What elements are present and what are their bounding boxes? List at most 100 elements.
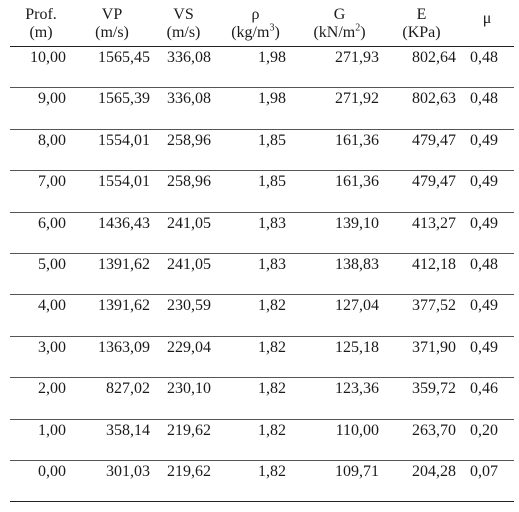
header-young-modulus-label: E (416, 6, 427, 23)
cell-g: 271,93 (296, 46, 383, 89)
table-row: 1,00 358,14 219,62 1,82 110,00 263,70 0,20 (10, 419, 514, 461)
header-density: ρ (kg/m3) (215, 0, 296, 47)
cell-prof: 9,00 (10, 87, 72, 130)
table-row: 0,00 301,03 219,62 1,82 109,71 204,28 0,07 (10, 460, 514, 503)
cell-vs: 229,04 (152, 336, 215, 379)
cell-mu: 0,49 (460, 294, 514, 337)
header-density-label: ρ (251, 6, 260, 23)
cell-e: 377,52 (383, 294, 460, 337)
cell-vp: 1363,09 (72, 336, 152, 379)
cell-rho: 1,83 (215, 253, 296, 296)
cell-vp: 1391,62 (72, 253, 152, 296)
cell-vs: 258,96 (152, 170, 215, 213)
cell-vs: 336,08 (152, 46, 215, 89)
cell-vs: 241,05 (152, 253, 215, 296)
cell-g: 125,18 (296, 336, 383, 379)
cell-g: 139,10 (296, 212, 383, 254)
cell-mu: 0,48 (460, 46, 514, 89)
table-row: 10,00 1565,45 336,08 1,98 271,93 802,64 0,48 (10, 46, 514, 89)
table-row: 6,00 1436,43 241,05 1,83 139,10 413,27 0,49 (10, 212, 514, 254)
header-vs-label: VS (173, 6, 194, 23)
header-depth-label: Prof. (25, 6, 57, 23)
table-body: 10,00 1565,45 336,08 1,98 271,93 802,64 0,48 9,… (10, 46, 514, 503)
cell-rho: 1,98 (215, 87, 296, 130)
table-row: 9,00 1565,39 336,08 1,98 271,92 802,63 0,48 (10, 87, 514, 130)
header-vp-unit: (m/s) (95, 24, 129, 41)
cell-e: 204,28 (383, 460, 460, 503)
cell-g: 110,00 (296, 419, 383, 461)
cell-vs: 258,96 (152, 129, 215, 172)
cell-prof: 2,00 (10, 377, 72, 420)
table-header: Prof. (m) VP (m/s) VS (m/s) ρ (kg/m3) G (10, 0, 514, 47)
table-row: 8,00 1554,01 258,96 1,85 161,36 479,47 0,49 (10, 129, 514, 172)
cell-rho: 1,98 (215, 46, 296, 89)
soil-properties-table: Prof. (m) VP (m/s) VS (m/s) ρ (kg/m3) G (10, 0, 514, 503)
cell-rho: 1,85 (215, 170, 296, 213)
cell-prof: 1,00 (10, 419, 72, 461)
header-shear-modulus: G (kN/m2) (296, 0, 383, 47)
cell-vp: 1554,01 (72, 129, 152, 172)
cell-mu: 0,49 (460, 170, 514, 213)
cell-vs: 230,59 (152, 294, 215, 337)
cell-mu: 0,20 (460, 419, 514, 461)
cell-vp: 1391,62 (72, 294, 152, 337)
table-row: 7,00 1554,01 258,96 1,85 161,36 479,47 0,49 (10, 170, 514, 213)
cell-mu: 0,48 (460, 87, 514, 130)
cell-rho: 1,82 (215, 419, 296, 461)
cell-prof: 6,00 (10, 212, 72, 254)
cell-vp: 1565,45 (72, 46, 152, 89)
cell-rho: 1,82 (215, 377, 296, 420)
cell-vs: 219,62 (152, 460, 215, 503)
header-young-modulus: E (KPa) (383, 0, 460, 47)
header-poisson-label: μ (482, 10, 492, 27)
cell-rho: 1,85 (215, 129, 296, 172)
cell-prof: 5,00 (10, 253, 72, 296)
cell-rho: 1,82 (215, 460, 296, 503)
cell-prof: 10,00 (10, 46, 72, 89)
cell-prof: 3,00 (10, 336, 72, 379)
cell-vs: 241,05 (152, 212, 215, 254)
cell-e: 263,70 (383, 419, 460, 461)
header-poisson: μ (460, 0, 514, 47)
header-shear-modulus-label: G (333, 6, 346, 23)
cell-mu: 0,07 (460, 460, 514, 503)
header-density-unit: (kg/m3) (231, 22, 280, 41)
cell-g: 161,36 (296, 170, 383, 213)
cell-e: 802,63 (383, 87, 460, 130)
header-young-modulus-unit: (KPa) (402, 24, 441, 41)
cell-mu: 0,48 (460, 253, 514, 296)
cell-vp: 827,02 (72, 377, 152, 420)
cell-e: 413,27 (383, 212, 460, 254)
cell-vp: 358,14 (72, 419, 152, 461)
header-depth-unit: (m) (29, 24, 53, 41)
cell-g: 271,92 (296, 87, 383, 130)
cell-vp: 1565,39 (72, 87, 152, 130)
table-row: 3,00 1363,09 229,04 1,82 125,18 371,90 0,49 (10, 336, 514, 379)
table-row: 5,00 1391,62 241,05 1,83 138,83 412,18 0,48 (10, 253, 514, 296)
cell-vs: 336,08 (152, 87, 215, 130)
cell-prof: 7,00 (10, 170, 72, 213)
cell-e: 479,47 (383, 129, 460, 172)
table-row: 2,00 827,02 230,10 1,82 123,36 359,72 0,46 (10, 377, 514, 420)
cell-prof: 4,00 (10, 294, 72, 337)
cell-e: 371,90 (383, 336, 460, 379)
cell-rho: 1,82 (215, 336, 296, 379)
cell-e: 802,64 (383, 46, 460, 89)
header-depth: Prof. (m) (10, 0, 72, 47)
cell-g: 127,04 (296, 294, 383, 337)
cell-g: 123,36 (296, 377, 383, 420)
cell-vp: 1554,01 (72, 170, 152, 213)
cell-mu: 0,49 (460, 212, 514, 254)
cell-mu: 0,49 (460, 129, 514, 172)
cell-prof: 8,00 (10, 129, 72, 172)
header-vp-label: VP (101, 6, 123, 23)
cell-vs: 230,10 (152, 377, 215, 420)
cell-mu: 0,46 (460, 377, 514, 420)
cell-g: 109,71 (296, 460, 383, 503)
soil-properties-table-container: Prof. (m) VP (m/s) VS (m/s) ρ (kg/m3) G (10, 0, 514, 503)
cell-rho: 1,82 (215, 294, 296, 337)
cell-g: 138,83 (296, 253, 383, 296)
cell-e: 479,47 (383, 170, 460, 213)
cell-mu: 0,49 (460, 336, 514, 379)
cell-vp: 301,03 (72, 460, 152, 503)
